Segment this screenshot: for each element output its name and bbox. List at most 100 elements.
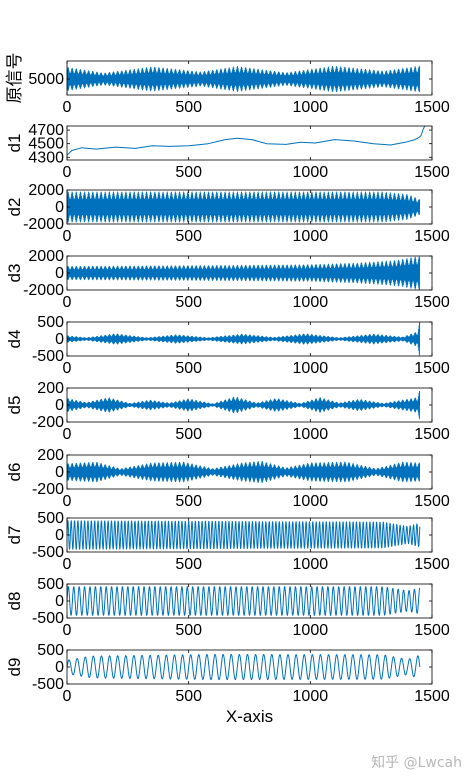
x-tick-label: 1000 [293,99,329,116]
y-tick-label: 500 [37,314,64,331]
x-tick-label: 1500 [414,164,450,181]
x-tick-label: 1500 [414,426,450,443]
y-tick-label: 2000 [28,182,64,199]
x-tick-label: 500 [175,228,202,245]
y-tick-label: -200 [32,414,64,431]
x-tick-label: 0 [63,228,72,245]
x-tick-label: 1500 [414,99,450,116]
x-tick-label: 500 [175,622,202,639]
x-tick-label: 1000 [293,556,329,573]
x-tick-label: 1000 [293,164,329,181]
y-tick-label: -2000 [23,216,64,233]
x-tick-label: 500 [175,294,202,311]
series-line-0 [66,460,421,484]
series-line-0 [66,520,421,550]
y-tick-label: -200 [32,481,64,498]
x-tick-label: 1000 [293,688,329,705]
y-tick-label: 4500 [28,136,64,153]
series-line-0 [66,390,421,420]
y-tick-label: 0 [55,464,64,481]
x-tick-label: 0 [63,99,72,116]
y-tick-label: 500 [37,642,64,659]
watermark: 知乎 @Lwcah [371,755,462,771]
series-line-0 [66,653,421,681]
y-tick-label: 0 [55,265,64,282]
y-tick-label: 0 [55,397,64,414]
x-tick-label: 1500 [414,493,450,510]
y-axis-label: d1 [5,134,24,153]
series-line-0 [66,65,421,93]
y-tick-label: 0 [55,593,64,610]
series-line-0 [66,255,421,290]
y-axis-label: d4 [5,330,24,349]
y-axis-label: d6 [5,463,24,482]
y-tick-label: -500 [32,676,64,693]
y-axis-label: d7 [5,526,24,545]
x-tick-label: 1500 [414,228,450,245]
x-tick-label: 1000 [293,228,329,245]
series-line-0 [66,586,421,616]
y-tick-label: -500 [32,348,64,365]
y-tick-label: 500 [37,510,64,527]
y-tick-label: 4700 [28,122,64,139]
y-tick-label: -2000 [23,282,64,299]
x-tick-label: 500 [175,164,202,181]
y-tick-label: 0 [55,331,64,348]
x-tick-label: 500 [175,493,202,510]
series-line-0 [66,125,426,156]
y-axis-label: d2 [5,198,24,217]
y-tick-label: 2000 [28,248,64,265]
x-tick-label: 1000 [293,360,329,377]
x-tick-label: 1000 [293,294,329,311]
x-tick-label: 500 [175,556,202,573]
x-tick-label: 0 [63,622,72,639]
x-tick-label: 500 [175,360,202,377]
x-tick-label: 1500 [414,294,450,311]
y-axis-label: d3 [5,264,24,283]
y-tick-label: -500 [32,610,64,627]
y-axis-label: d9 [5,658,24,677]
y-tick-label: 4300 [28,149,64,166]
x-tick-label: 500 [175,688,202,705]
x-tick-label: 500 [175,426,202,443]
y-axis-label: 原信号 [5,53,24,104]
x-tick-label: 1500 [414,622,450,639]
x-tick-label: 0 [63,493,72,510]
y-tick-label: 200 [37,447,64,464]
y-tick-label: 500 [37,576,64,593]
x-tick-label: 0 [63,164,72,181]
x-tick-label: 1500 [414,360,450,377]
x-tick-label: 0 [63,294,72,311]
x-tick-label: 1000 [293,493,329,510]
x-tick-label: 500 [175,99,202,116]
y-axis-label: d8 [5,592,24,611]
x-tick-label: 1000 [293,622,329,639]
y-tick-label: 5000 [28,71,64,88]
y-tick-label: 0 [55,659,64,676]
x-tick-label: 1500 [414,556,450,573]
y-tick-label: -500 [32,544,64,561]
x-tick-label: 1000 [293,426,329,443]
y-axis-label: d5 [5,396,24,415]
axes-box [66,125,433,161]
x-tick-label: 0 [63,426,72,443]
series-line-0 [66,191,421,223]
y-tick-label: 0 [55,199,64,216]
x-tick-label: 1500 [414,688,450,705]
y-tick-label: 200 [37,380,64,397]
series-line-0 [66,321,421,357]
x-tick-label: 0 [63,556,72,573]
y-tick-label: 0 [55,527,64,544]
axes-box [66,60,433,96]
